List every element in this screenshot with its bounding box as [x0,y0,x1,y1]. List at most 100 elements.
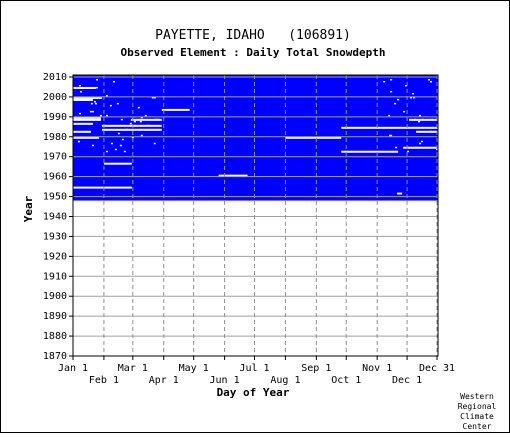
missing-day-speck [109,104,112,107]
plot-border [72,74,439,357]
missing-day-speck [390,78,393,81]
missing-day-speck [403,110,406,113]
missing-day-speck [413,96,416,99]
y-tick-label: 1890 [43,311,67,322]
y-tick-label: 1970 [43,152,67,163]
missing-day-speck [140,116,143,119]
missing-day-speck [90,102,93,105]
chart-title: PAYETTE, IDAHO (106891) [155,28,351,43]
missing-day-speck [131,136,134,139]
missing-day-speck [412,92,415,95]
missing-day-speck [147,124,150,127]
credit-block: Western Regional Climate Center [458,392,497,431]
missing-day-speck [139,120,142,123]
x-tick-label: Nov 1 [362,363,392,374]
missing-day-speck [114,148,117,151]
missing-day-speck [415,146,418,149]
missing-data-segment [218,174,248,177]
missing-data-segment [130,118,162,121]
chart-subtitle: Observed Element : Daily Total Snowdepth [121,46,386,59]
missing-data-segment [103,162,132,165]
data-layer [73,75,439,201]
missing-data-segment [73,130,91,133]
missing-day-speck [144,114,147,117]
x-tick-label: Apr 1 [149,375,179,386]
missing-day-speck [422,118,425,121]
missing-data-segment [341,126,438,129]
y-tick-label: 1920 [43,251,67,262]
missing-day-speck [110,142,113,145]
missing-day-speck [390,90,393,93]
missing-day-speck [120,118,123,121]
missing-day-speck [405,84,408,87]
missing-day-speck [105,114,108,117]
x-tick-label: Jan 1 [58,363,88,374]
axis-layer: 2010 2000 1990 1980 1970 1960 1950 1940 1930 1920… [43,72,455,386]
missing-data-segment [73,116,101,119]
missing-data-segment [73,186,132,189]
missing-day-speck [94,102,97,105]
missing-day-speck [79,90,82,93]
missing-day-speck [153,96,156,99]
missing-day-speck [430,130,433,133]
y-tick-label: 1940 [43,211,67,222]
y-tick-label: 1910 [43,271,67,282]
missing-day-speck [395,146,398,149]
missing-day-speck [133,120,136,123]
x-tick-label: Jul 1 [239,363,269,374]
missing-day-speck [121,138,124,141]
missing-data-segment [285,136,342,139]
missing-day-speck [430,80,433,83]
missing-day-speck [419,142,422,145]
missing-day-speck [428,78,431,81]
missing-day-speck [421,140,424,143]
x-tick-label: Mar 1 [118,363,148,374]
missing-day-speck [383,80,386,83]
missing-day-speck [419,114,422,117]
missing-data-segment [397,192,403,195]
missing-day-speck [95,78,98,81]
y-tick-label: 1980 [43,132,67,143]
missing-day-speck [98,118,101,121]
missing-day-speck [431,118,434,121]
missing-data-segment [161,108,190,111]
x-tick-label: Oct 1 [331,375,361,386]
y-tick-label: 2010 [43,72,67,83]
missing-day-speck [99,114,102,117]
y-tick-label: 2000 [43,92,67,103]
missing-day-speck [388,114,391,117]
missing-day-speck [436,148,439,151]
missing-day-speck [414,118,417,121]
credit-line: Center [463,422,492,431]
missing-day-speck [112,80,115,83]
missing-day-speck [77,140,80,143]
missing-day-speck [78,84,81,87]
missing-data-segment [73,118,101,121]
x-tick-label: Jun 1 [210,375,240,386]
x-tick-label: Feb 1 [89,375,119,386]
missing-day-speck [156,118,159,121]
missing-data-segment [73,122,93,125]
missing-data-segment [73,136,99,139]
y-tick-label: 1990 [43,112,67,123]
missing-day-speck [407,150,410,153]
y-axis-label: Year [22,195,35,222]
missing-day-speck [105,94,108,97]
missing-day-speck [78,112,81,115]
missing-day-speck [119,144,122,147]
x-tick-label: Sep 1 [301,363,331,374]
missing-day-speck [389,134,392,137]
missing-data-segment [341,150,399,153]
x-axis-label: Day of Year [217,386,290,399]
missing-day-speck [91,144,94,147]
y-tick-label: 1870 [43,351,67,362]
missing-day-speck [153,142,156,145]
missing-data-segment [73,86,96,89]
y-tick-label: 1880 [43,331,67,342]
missing-day-speck [129,122,132,125]
missing-day-speck [410,96,413,99]
data-coverage-block [73,75,438,201]
missing-day-speck [125,128,128,131]
